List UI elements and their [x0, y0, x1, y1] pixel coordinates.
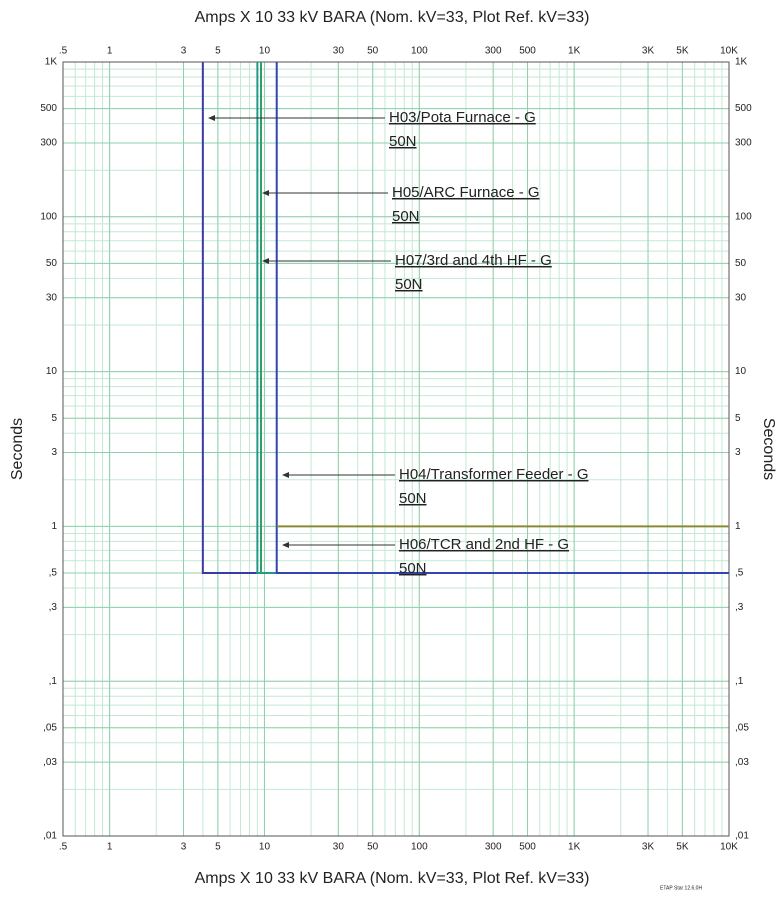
watermark: ETAP Star 12.6.0H — [660, 885, 702, 891]
annotation-text: 50N — [392, 208, 420, 225]
arrow-head — [208, 115, 215, 121]
y-tick-label: ,1 — [735, 676, 744, 687]
y-tick-label: ,03 — [43, 757, 57, 768]
y-tick-label: 100 — [40, 211, 57, 222]
y-tick-label: 50 — [735, 258, 747, 269]
y-tick-label: 100 — [735, 211, 752, 222]
y-tick-label: 30 — [46, 292, 58, 303]
y-tick-label: 10 — [735, 366, 747, 377]
annotation-text: 50N — [395, 276, 423, 293]
y-tick-label: ,01 — [43, 831, 57, 842]
x-tick-label: 50 — [367, 842, 379, 853]
y-tick-label: 500 — [735, 103, 752, 114]
y-tick-label: 300 — [735, 138, 752, 149]
y-tick-label: ,3 — [49, 602, 58, 613]
y-tick-label: 5 — [51, 413, 57, 424]
x-tick-label: 3 — [181, 842, 187, 853]
x-tick-label: 30 — [333, 842, 345, 853]
x-tick-label: 10 — [259, 46, 271, 57]
y-tick-label: 1K — [45, 57, 58, 68]
x-tick-label: 30 — [333, 46, 345, 57]
annotation-text: H03/Pota Furnace - G — [389, 109, 536, 126]
x-tick-label: 100 — [411, 842, 428, 853]
arrow-head — [282, 472, 289, 478]
x-tick-label: 500 — [519, 46, 536, 57]
y-tick-label: 1K — [735, 57, 748, 68]
arrow-head — [262, 190, 269, 196]
y-tick-label: ,05 — [735, 722, 749, 733]
x-tick-label: 10K — [720, 46, 738, 57]
annotation-text: 50N — [399, 490, 427, 507]
x-tick-label: 1K — [568, 842, 581, 853]
y-tick-label: ,03 — [735, 757, 749, 768]
x-tick-label: 5 — [215, 46, 221, 57]
x-tick-label: 100 — [411, 46, 428, 57]
y-tick-label: 500 — [40, 103, 57, 114]
x-tick-label: 300 — [485, 46, 502, 57]
y-tick-label: 300 — [40, 138, 57, 149]
x-tick-label: 10K — [720, 842, 738, 853]
y-tick-label: 30 — [735, 292, 747, 303]
y-axis-title-left: Seconds — [9, 418, 26, 480]
arrow-head — [282, 542, 289, 548]
y-tick-label: 3 — [735, 447, 741, 458]
x-tick-label: 300 — [485, 842, 502, 853]
y-tick-label: ,05 — [43, 722, 57, 733]
annotation-text: H07/3rd and 4th HF - G — [395, 252, 552, 269]
x-tick-label: 500 — [519, 842, 536, 853]
annotation-text: H04/Transformer Feeder - G — [399, 466, 589, 483]
annotation-text: 50N — [399, 560, 427, 577]
x-tick-label: 1 — [107, 46, 113, 57]
y-tick-label: ,01 — [735, 831, 749, 842]
y-tick-label: 50 — [46, 258, 58, 269]
series-line — [275, 62, 729, 574]
annotation-text: 50N — [389, 133, 417, 150]
x-tick-label: 3 — [181, 46, 187, 57]
x-tick-label: 1K — [568, 46, 581, 57]
x-tick-label: .5 — [59, 46, 68, 57]
annotation-text: H05/ARC Furnace - G — [392, 184, 540, 201]
arrow-head — [262, 258, 269, 264]
x-axis-title-top: Amps X 10 33 kV BARA (Nom. kV=33, Plot R… — [195, 9, 590, 26]
y-tick-label: ,5 — [735, 568, 744, 579]
y-tick-label: 5 — [735, 413, 741, 424]
y-tick-label: ,1 — [49, 676, 58, 687]
x-tick-label: 50 — [367, 46, 379, 57]
x-axis-title-bottom: Amps X 10 33 kV BARA (Nom. kV=33, Plot R… — [195, 870, 590, 887]
x-tick-label: 5 — [215, 842, 221, 853]
x-tick-label: .5 — [59, 842, 68, 853]
y-tick-label: 10 — [46, 366, 58, 377]
y-tick-label: 1 — [51, 521, 57, 532]
plot-frame — [62, 61, 730, 837]
y-axis-title-right: Seconds — [760, 418, 777, 480]
y-tick-label: 3 — [51, 447, 57, 458]
x-tick-label: 5K — [676, 842, 689, 853]
y-tick-label: 1 — [735, 521, 741, 532]
y-tick-label: ,5 — [49, 568, 58, 579]
annotation-text: H06/TCR and 2nd HF - G — [399, 536, 569, 553]
y-tick-label: ,3 — [735, 602, 744, 613]
x-tick-label: 10 — [259, 842, 271, 853]
x-tick-label: 3K — [642, 46, 655, 57]
x-tick-label: 5K — [676, 46, 689, 57]
x-tick-label: 3K — [642, 842, 655, 853]
x-tick-label: 1 — [107, 842, 113, 853]
